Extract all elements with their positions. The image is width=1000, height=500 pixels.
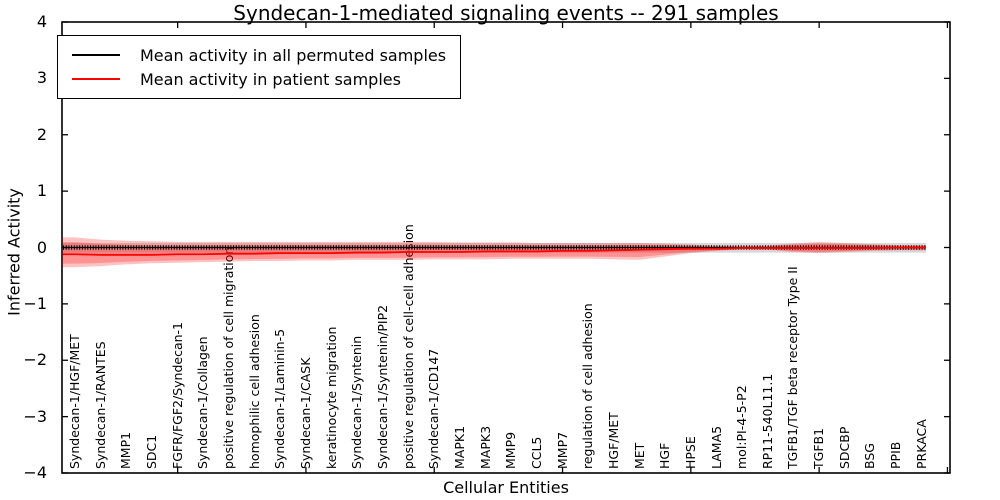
legend-label-patient: Mean activity in patient samples (140, 69, 401, 89)
y-tick-label: 2 (36, 124, 47, 144)
legend-entry-permuted: Mean activity in all permuted samples (72, 43, 446, 67)
y-tick-label: −2 (23, 350, 47, 370)
legend-line-sample-red (72, 78, 120, 80)
y-tick-label: −4 (23, 463, 47, 482)
y-tick-label: 3 (36, 68, 47, 88)
y-tick-label: −1 (23, 293, 47, 313)
y-tick-label: 4 (36, 12, 47, 31)
legend-entry-patient: Mean activity in patient samples (72, 67, 446, 91)
chart-title: Syndecan-1-mediated signaling events -- … (233, 1, 779, 25)
patient-mean-line (63, 246, 926, 256)
legend-label-permuted: Mean activity in all permuted samples (140, 45, 447, 65)
y-tick-label: 1 (36, 181, 47, 201)
y-tick-label: 0 (36, 237, 47, 257)
legend: Mean activity in all permuted samples Me… (57, 35, 462, 99)
x-axis-title: Cellular Entities (443, 478, 569, 497)
y-tick-label: −3 (23, 406, 47, 426)
legend-line-sample-black (72, 54, 120, 56)
